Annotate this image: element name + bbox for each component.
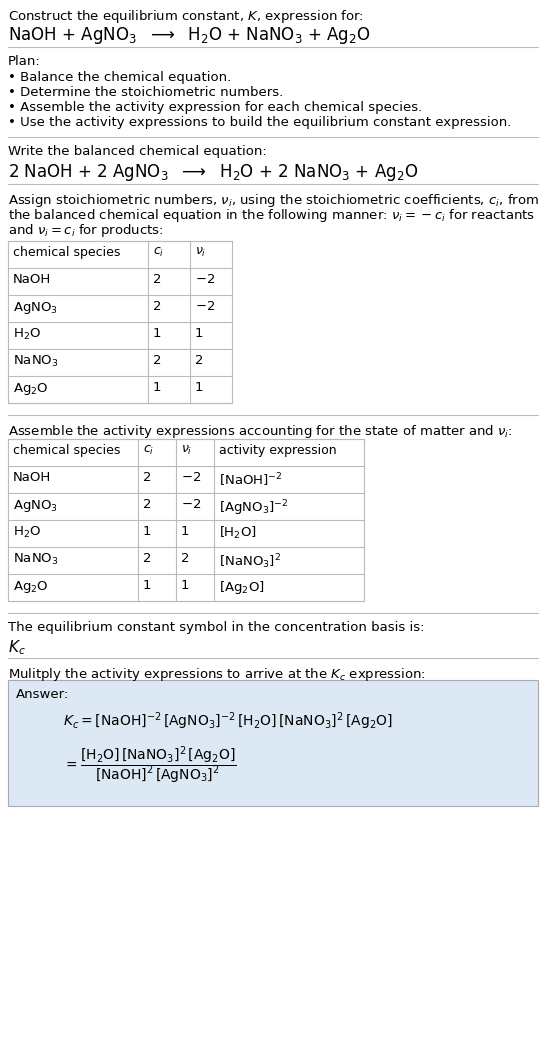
Text: $c_i$: $c_i$ [153,246,164,259]
Text: [H$_2$O]: [H$_2$O] [219,525,257,541]
Text: • Balance the chemical equation.: • Balance the chemical equation. [8,71,232,84]
Bar [8,439,364,601]
Text: [NaNO$_3$]$^2$: [NaNO$_3$]$^2$ [219,552,281,571]
Text: NaOH: NaOH [13,273,51,286]
Text: AgNO$_3$: AgNO$_3$ [13,498,58,514]
Text: 2: 2 [143,471,151,484]
Text: Assemble the activity expressions accounting for the state of matter and $\nu_i$: Assemble the activity expressions accoun… [8,423,513,440]
Bar [8,680,538,806]
Text: chemical species: chemical species [13,246,120,259]
Text: 2: 2 [153,300,162,313]
Text: $\nu_i$: $\nu_i$ [195,246,206,259]
Text: 1: 1 [181,579,189,592]
Text: 2 NaOH + 2 AgNO$_3$  $\longrightarrow$  H$_2$O + 2 NaNO$_3$ + Ag$_2$O: 2 NaOH + 2 AgNO$_3$ $\longrightarrow$ H$… [8,162,418,183]
Text: 1: 1 [153,327,162,340]
Text: AgNO$_3$: AgNO$_3$ [13,300,58,316]
Text: • Use the activity expressions to build the equilibrium constant expression.: • Use the activity expressions to build … [8,116,512,129]
Text: Assign stoichiometric numbers, $\nu_i$, using the stoichiometric coefficients, $: Assign stoichiometric numbers, $\nu_i$, … [8,192,539,209]
Text: • Determine the stoichiometric numbers.: • Determine the stoichiometric numbers. [8,86,283,99]
Text: chemical species: chemical species [13,444,120,456]
Text: 2: 2 [153,273,162,286]
Text: activity expression: activity expression [219,444,337,456]
Text: $-2$: $-2$ [181,498,201,511]
Text: Answer:: Answer: [16,688,69,701]
Text: $K_c = [\mathrm{NaOH}]^{-2}\,[\mathrm{AgNO_3}]^{-2}\,[\mathrm{H_2O}]\,[\mathrm{N: $K_c = [\mathrm{NaOH}]^{-2}\,[\mathrm{Ag… [63,710,393,732]
Text: NaNO$_3$: NaNO$_3$ [13,552,58,567]
Text: Mulitply the activity expressions to arrive at the $K_c$ expression:: Mulitply the activity expressions to arr… [8,666,426,683]
Text: 1: 1 [195,327,204,340]
Text: 2: 2 [143,552,151,565]
Text: [AgNO$_3$]$^{-2}$: [AgNO$_3$]$^{-2}$ [219,498,288,517]
Text: 1: 1 [153,381,162,394]
Text: $-2$: $-2$ [181,471,201,484]
Text: H$_2$O: H$_2$O [13,525,41,540]
Text: $-2$: $-2$ [195,273,215,286]
Text: 1: 1 [143,525,151,538]
Text: Ag$_2$O: Ag$_2$O [13,579,49,595]
Text: $-2$: $-2$ [195,300,215,313]
Text: H$_2$O: H$_2$O [13,327,41,342]
Text: and $\nu_i = c_i$ for products:: and $\nu_i = c_i$ for products: [8,222,164,239]
Text: $\nu_i$: $\nu_i$ [181,444,192,458]
Text: Plan:: Plan: [8,55,41,68]
Text: 1: 1 [195,381,204,394]
Text: $= \dfrac{[\mathrm{H_2O}]\,[\mathrm{NaNO_3}]^2\,[\mathrm{Ag_2O}]}{[\mathrm{NaOH}: $= \dfrac{[\mathrm{H_2O}]\,[\mathrm{NaNO… [63,744,236,785]
Text: [NaOH]$^{-2}$: [NaOH]$^{-2}$ [219,471,283,489]
Bar [8,241,232,403]
Text: 2: 2 [181,552,189,565]
Text: Ag$_2$O: Ag$_2$O [13,381,49,397]
Text: NaOH + AgNO$_3$  $\longrightarrow$  H$_2$O + NaNO$_3$ + Ag$_2$O: NaOH + AgNO$_3$ $\longrightarrow$ H$_2$O… [8,25,371,46]
Text: 2: 2 [153,354,162,367]
Text: NaOH: NaOH [13,471,51,484]
Text: The equilibrium constant symbol in the concentration basis is:: The equilibrium constant symbol in the c… [8,621,424,634]
Text: 1: 1 [143,579,151,592]
Text: $c_i$: $c_i$ [143,444,155,458]
Text: NaNO$_3$: NaNO$_3$ [13,354,58,370]
Text: 1: 1 [181,525,189,538]
Text: 2: 2 [195,354,204,367]
Text: Write the balanced chemical equation:: Write the balanced chemical equation: [8,144,267,158]
Text: Construct the equilibrium constant, $K$, expression for:: Construct the equilibrium constant, $K$,… [8,8,364,25]
Text: $K_c$: $K_c$ [8,638,26,656]
Text: • Assemble the activity expression for each chemical species.: • Assemble the activity expression for e… [8,101,422,114]
Text: 2: 2 [143,498,151,511]
Text: [Ag$_2$O]: [Ag$_2$O] [219,579,265,596]
Text: the balanced chemical equation in the following manner: $\nu_i = -c_i$ for react: the balanced chemical equation in the fo… [8,207,535,224]
